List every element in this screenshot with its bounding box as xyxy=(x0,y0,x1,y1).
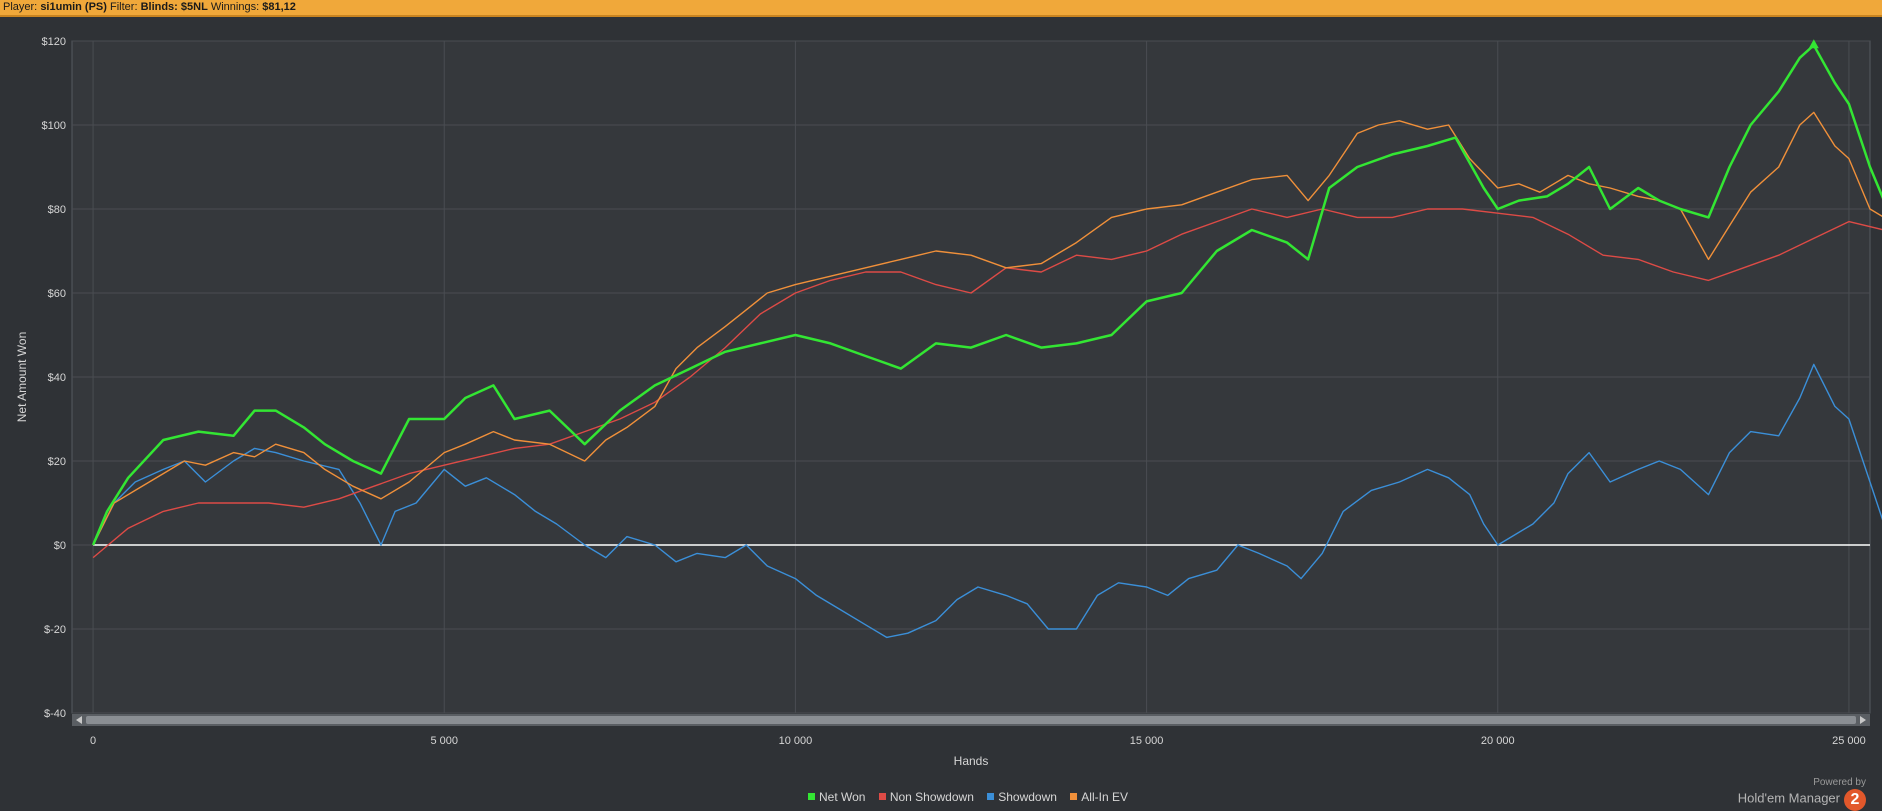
player-label: Player: xyxy=(3,1,38,13)
player-value: si1umin (PS) xyxy=(40,1,107,13)
legend-item-net-won[interactable]: Net Won xyxy=(808,790,865,804)
series-line-all-in-ev xyxy=(92,111,1882,546)
winnings-label: Winnings: xyxy=(210,1,260,13)
legend-swatch-non-showdown xyxy=(878,793,886,800)
y-tick-label: $80 xyxy=(48,204,66,216)
filter-label: Filter: xyxy=(110,1,138,13)
winnings-value: $81,12 xyxy=(262,1,296,13)
powered-by-text: Powered by xyxy=(1813,777,1866,788)
x-tick-label: 15 000 xyxy=(1130,735,1164,747)
y-tick-label: $20 xyxy=(48,456,66,468)
y-axis-label: Net Amount Won xyxy=(15,332,29,423)
legend-swatch-net-won xyxy=(808,793,815,800)
hem2-logo-icon: 2 xyxy=(1844,789,1866,811)
series-line-non-showdown xyxy=(92,208,1882,559)
series-lines xyxy=(91,43,1882,639)
y-tick-label: $0 xyxy=(54,540,66,552)
x-tick-label: 25 000 xyxy=(1832,735,1866,747)
grid-lines xyxy=(72,40,1870,714)
x-axis-ticks: 0 5 000 10 000 15 000 20 000 25 000 xyxy=(90,735,1866,747)
x-tick-label: 0 xyxy=(90,735,96,747)
filter-value: Blinds: $5NL xyxy=(140,1,208,13)
legend-swatch-all-in-ev xyxy=(1070,793,1078,800)
x-axis-label: Hands xyxy=(954,754,989,768)
y-tick-label: $100 xyxy=(42,120,66,132)
info-bar: Player: si1umin (PS) Filter: Blinds: $5N… xyxy=(0,0,1882,17)
legend-swatch-showdown xyxy=(987,793,995,800)
scroll-right-arrow-icon[interactable] xyxy=(1860,716,1866,724)
y-tick-label: $60 xyxy=(48,288,66,300)
legend: Net Won Non Showdown Showdown All-In EV xyxy=(808,790,1138,804)
y-tick-label: $-40 xyxy=(44,708,66,720)
scrollbar-thumb[interactable] xyxy=(86,716,1856,724)
series-line-showdown xyxy=(92,363,1882,639)
y-axis-ticks: $-40 $-20 $0 $20 $40 $60 $80 $100 $120 xyxy=(42,36,66,720)
y-tick-label: $40 xyxy=(48,372,66,384)
series-line-net-won xyxy=(91,43,1882,546)
legend-item-all-in-ev[interactable]: All-In EV xyxy=(1070,790,1128,804)
x-tick-label: 10 000 xyxy=(779,735,813,747)
max-marker xyxy=(1808,39,1819,49)
scroll-left-arrow-icon[interactable] xyxy=(76,716,82,724)
legend-item-showdown[interactable]: Showdown xyxy=(987,790,1057,804)
brand-logo: Powered by Hold'em Manager 2 xyxy=(1738,777,1866,811)
x-tick-label: 5 000 xyxy=(430,735,458,747)
x-tick-label: 20 000 xyxy=(1481,735,1515,747)
net-won-chart: $-40 $-20 $0 $20 $40 $60 $80 $100 $120 0 5 000 10 … xyxy=(15,36,1882,768)
horizontal-scrollbar[interactable] xyxy=(72,714,1870,726)
brand-name: Hold'em Manager xyxy=(1737,790,1840,806)
y-tick-label: $-20 xyxy=(44,624,66,636)
markers xyxy=(1808,39,1819,49)
y-tick-label: $120 xyxy=(42,36,66,48)
legend-item-non-showdown[interactable]: Non Showdown xyxy=(878,790,974,804)
